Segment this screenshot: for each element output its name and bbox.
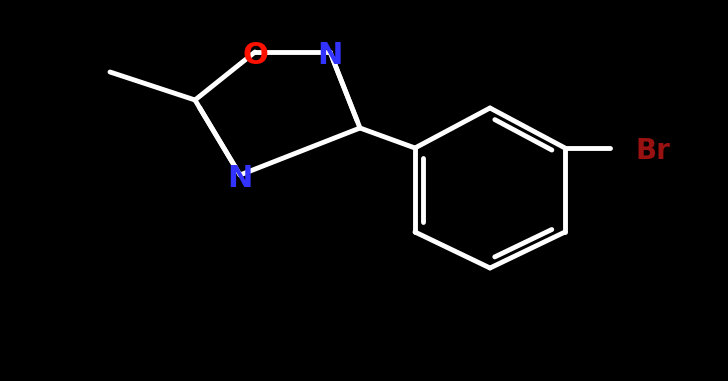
Text: N: N [227, 163, 253, 192]
Text: O: O [242, 40, 268, 69]
Text: Br: Br [635, 137, 670, 165]
Text: N: N [317, 40, 343, 69]
